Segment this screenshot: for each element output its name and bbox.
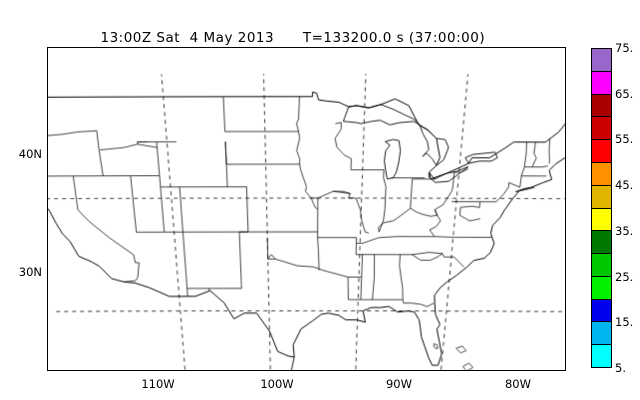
colorbar-tick-45: 45. xyxy=(615,178,634,193)
colorbar-segment-65-70 xyxy=(592,71,611,95)
plot-title-text: 13:00Z Sat 4 May 2013 T=133200.0 s (37:0… xyxy=(100,30,486,46)
radar-reflectivity-field xyxy=(48,48,565,370)
colorbar-segment-25-30 xyxy=(592,254,611,277)
reflectivity-colorbar xyxy=(591,48,612,368)
colorbar-tick-25: 25. xyxy=(615,269,634,284)
colorbar-segment-55-60 xyxy=(592,117,611,141)
colorbar-segment-50-55 xyxy=(592,140,611,163)
y-tick-label-40n: 40N xyxy=(18,147,42,161)
x-tick-label-90w: 90W xyxy=(385,377,413,391)
colorbar-segment-10-15 xyxy=(592,322,611,346)
colorbar-tick-65: 65. xyxy=(615,86,634,101)
y-tick-label-30n: 30N xyxy=(18,265,42,279)
plot-title: 13:00Z Sat 4 May 2013 T=133200.0 s (37:0… xyxy=(0,14,576,46)
colorbar-tick-75: 75. xyxy=(615,41,634,55)
colorbar-tick-55: 55. xyxy=(615,132,634,147)
colorbar-segment-70-75 xyxy=(592,49,611,72)
colorbar-tick-35: 35. xyxy=(615,223,634,238)
x-tick-label-100w: 100W xyxy=(260,377,294,391)
colorbar-segment-40-45 xyxy=(592,185,611,209)
colorbar-segment-5-10 xyxy=(592,345,611,367)
colorbar-segment-35-40 xyxy=(592,208,611,232)
colorbar-segment-45-50 xyxy=(592,162,611,186)
x-tick-label-110w: 110W xyxy=(141,377,175,391)
colorbar-segment-15-20 xyxy=(592,299,611,323)
colorbar-tick-15: 15. xyxy=(615,315,634,330)
colorbar-segment-30-35 xyxy=(592,231,611,255)
map-plot-area xyxy=(47,47,566,371)
colorbar-segment-60-65 xyxy=(592,94,611,118)
colorbar-segment-20-25 xyxy=(592,276,611,300)
colorbar-tick-5: 5. xyxy=(615,361,626,375)
x-tick-label-80w: 80W xyxy=(504,377,532,391)
